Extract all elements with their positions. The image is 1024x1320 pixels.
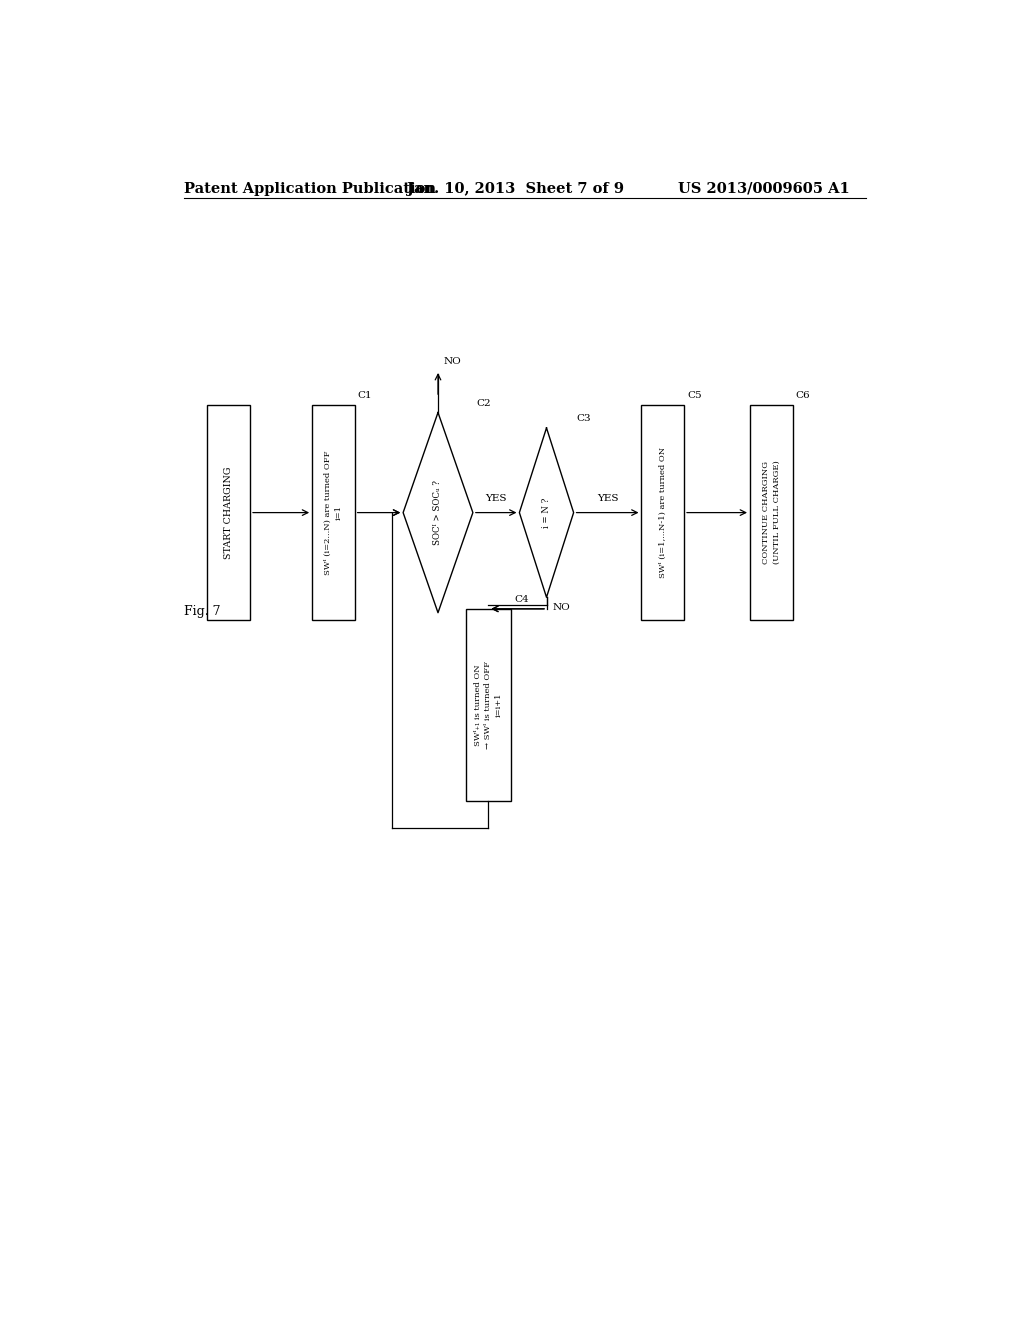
Text: C2: C2 xyxy=(476,399,490,408)
Text: C6: C6 xyxy=(796,391,810,400)
Text: SWᴵ₊₁ is turned ON
→ SWᴵ is turned OFF
i=i+1: SWᴵ₊₁ is turned ON → SWᴵ is turned OFF i… xyxy=(474,661,503,750)
Text: C5: C5 xyxy=(687,391,701,400)
Text: NO: NO xyxy=(553,603,570,612)
Text: US 2013/0009605 A1: US 2013/0009605 A1 xyxy=(678,182,850,195)
Text: SOCᴵ > SOCᵤ ?: SOCᴵ > SOCᵤ ? xyxy=(433,480,442,545)
Bar xyxy=(208,405,250,620)
Bar xyxy=(750,405,793,620)
Text: Jan. 10, 2013  Sheet 7 of 9: Jan. 10, 2013 Sheet 7 of 9 xyxy=(407,182,624,195)
Text: SWᴵ (i=2...N) are turned OFF
i=1: SWᴵ (i=2...N) are turned OFF i=1 xyxy=(325,450,343,574)
Text: Fig. 7: Fig. 7 xyxy=(183,605,220,618)
Text: YES: YES xyxy=(597,495,618,503)
Bar xyxy=(641,405,684,620)
Text: YES: YES xyxy=(485,495,507,503)
Text: C3: C3 xyxy=(577,414,591,424)
Text: SWᴵ (i=1,...N-1) are turned ON: SWᴵ (i=1,...N-1) are turned ON xyxy=(658,447,667,578)
Bar xyxy=(312,405,354,620)
Text: Patent Application Publication: Patent Application Publication xyxy=(183,182,436,195)
Text: CONTINUE CHARGING
(UNTIL FULL CHARGE): CONTINUE CHARGING (UNTIL FULL CHARGE) xyxy=(762,461,780,565)
Bar xyxy=(466,609,511,801)
Text: NO: NO xyxy=(443,358,461,366)
Text: i = N ?: i = N ? xyxy=(542,498,551,528)
Text: START CHARGING: START CHARGING xyxy=(224,466,233,558)
Text: C1: C1 xyxy=(357,391,373,400)
Text: C4: C4 xyxy=(514,595,528,605)
